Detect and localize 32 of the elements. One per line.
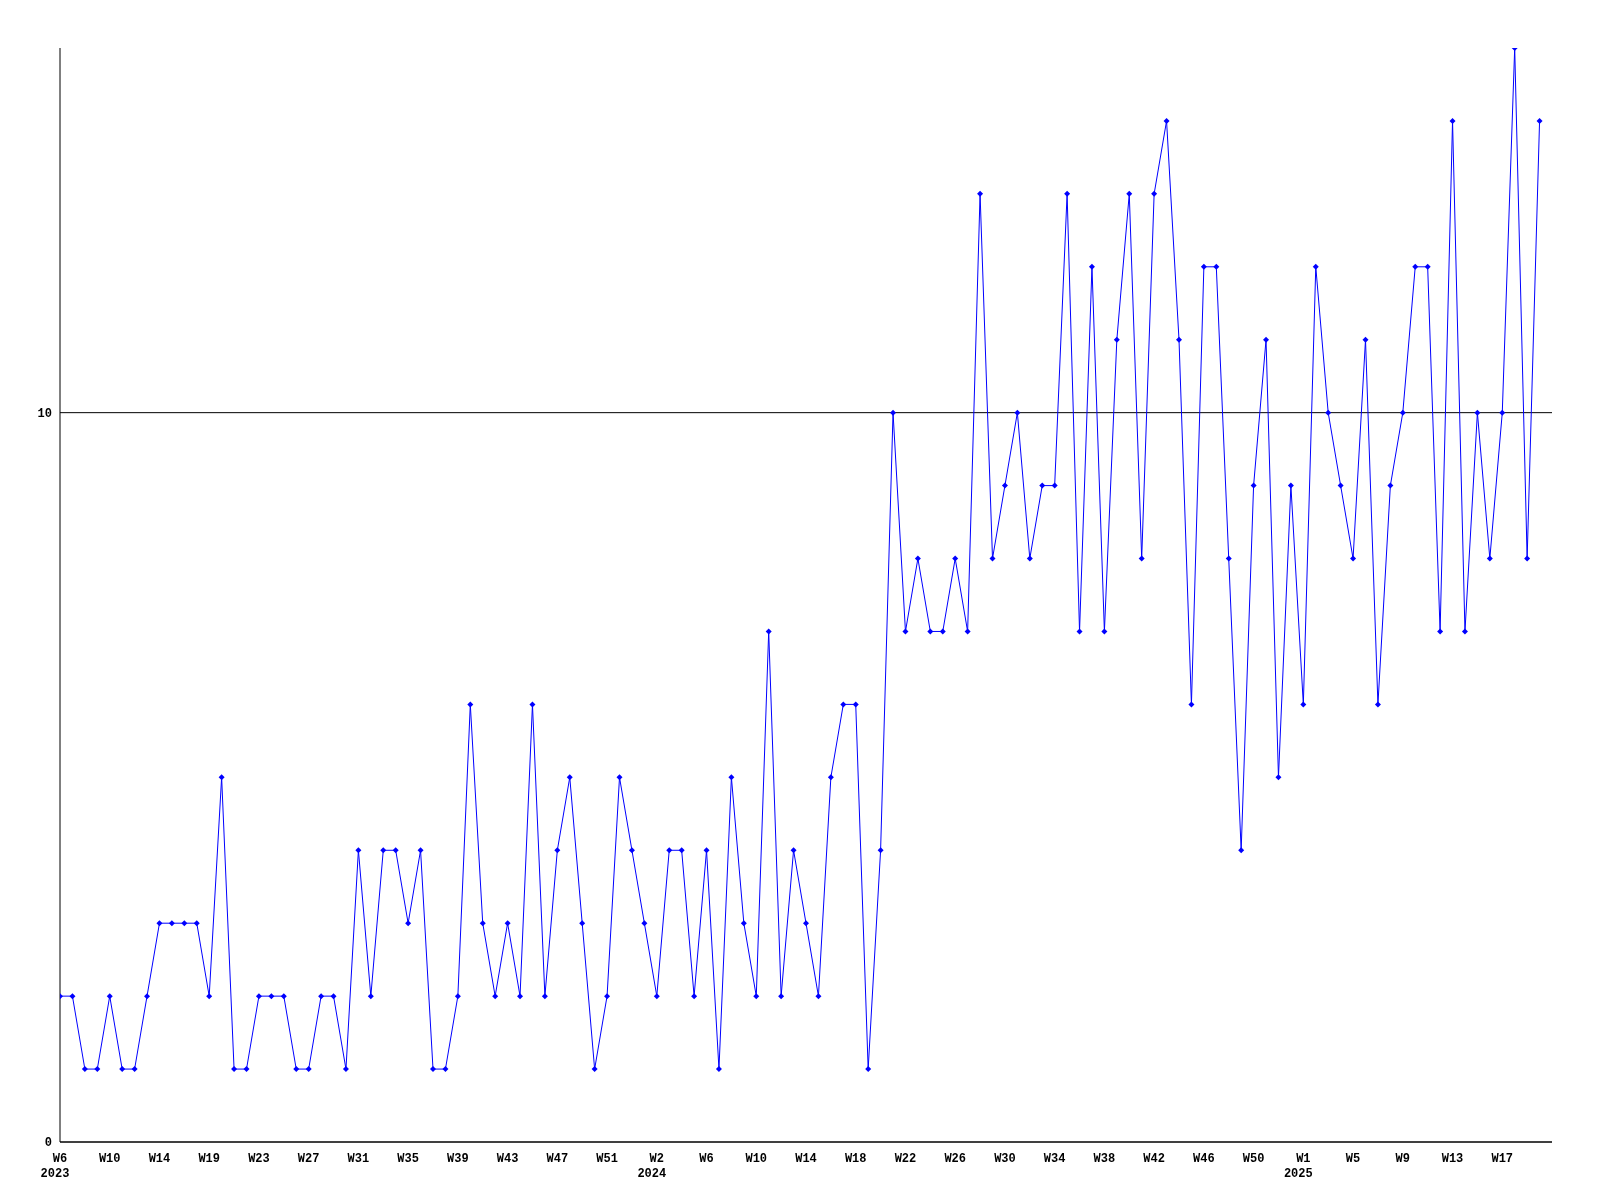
x-tick-label: W22 xyxy=(894,1152,917,1166)
x-tick-label: W13 xyxy=(1441,1152,1464,1166)
x-tick-label: W14 xyxy=(795,1152,817,1166)
x-tick-label: W50 xyxy=(1242,1152,1265,1166)
x-tick-label: W34 xyxy=(1043,1152,1066,1166)
x-tick-label: W47 xyxy=(546,1152,569,1166)
x-tick-label: W9 xyxy=(1395,1152,1410,1166)
x-tick-label: W5 xyxy=(1345,1152,1361,1166)
y-tick-label: 10 xyxy=(37,406,52,421)
x-tick-label: W17 xyxy=(1491,1152,1514,1166)
x-tick-label: W6 xyxy=(699,1152,714,1166)
x-tick-label: W43 xyxy=(496,1152,519,1166)
x-tick-label: W19 xyxy=(198,1152,220,1166)
x-tick-label: W10 xyxy=(98,1152,121,1166)
x-tick-label: W39 xyxy=(447,1152,469,1166)
x-tick-label: W10 xyxy=(745,1152,768,1166)
x-tick-label: W27 xyxy=(297,1152,320,1166)
x-tick-label: W42 xyxy=(1143,1152,1165,1166)
x-tick-label: W18 xyxy=(844,1152,867,1166)
x-tick-label: W51 xyxy=(596,1152,618,1166)
x-tick-label: W14 xyxy=(148,1152,171,1166)
y-tick-label: 0 xyxy=(44,1136,52,1151)
x-tick-label: W2 2024 xyxy=(637,1152,667,1181)
x-tick-label: W31 xyxy=(347,1152,370,1166)
x-tick-label: W38 xyxy=(1093,1152,1116,1166)
x-tick-label: W35 xyxy=(397,1152,419,1166)
x-tick-label: W23 xyxy=(248,1152,270,1166)
x-tick-label: W46 xyxy=(1193,1152,1215,1166)
x-tick-label: W6 2023 xyxy=(40,1152,70,1181)
x-tick-label: W1 2025 xyxy=(1283,1152,1313,1181)
x-tick-label: W30 xyxy=(994,1152,1016,1166)
x-tick-label: W26 xyxy=(944,1152,966,1166)
